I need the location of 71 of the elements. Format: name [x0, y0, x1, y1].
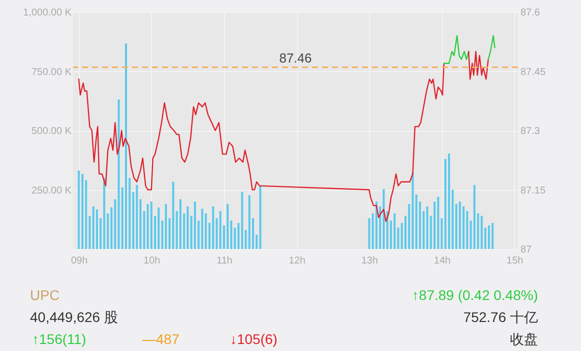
bar [96, 209, 98, 249]
x-tick-label: 15h [506, 256, 524, 266]
bar [136, 185, 138, 249]
y2-tick-label: 87.3 [520, 126, 540, 137]
bar [124, 44, 127, 249]
bar [484, 228, 486, 249]
x-tick-label: 13h [361, 256, 378, 266]
bar [179, 199, 182, 249]
bar [92, 206, 94, 249]
text: ↑156(11) [32, 331, 86, 347]
line-series [78, 62, 445, 222]
bar [375, 202, 378, 249]
bar [150, 202, 152, 249]
line-series [488, 35, 496, 60]
bar [230, 220, 232, 249]
bar [201, 208, 204, 249]
bar [488, 225, 490, 249]
bar [226, 204, 229, 249]
bar [164, 204, 167, 249]
bar [78, 170, 80, 249]
text: 40,449,626 股 [30, 309, 118, 327]
y2-tick-label: 87.15 [520, 185, 546, 196]
bar [368, 218, 370, 249]
bar [259, 186, 262, 249]
x-tick-label: 11h [216, 256, 232, 266]
bar [248, 195, 250, 249]
y2-tick-label: 87.6 [520, 8, 540, 18]
y-tick-label: 1,000.00 K [23, 8, 72, 18]
bar [212, 206, 214, 249]
bar [412, 172, 414, 249]
bar [204, 213, 207, 249]
text: 752.76 十亿 [463, 309, 538, 327]
bar [103, 178, 106, 249]
y-tick-label: 750.00 K [31, 66, 72, 78]
bar [172, 182, 174, 249]
x-tick-label: 10h [144, 256, 160, 266]
bar [158, 208, 160, 249]
text: 收盘 [510, 331, 538, 349]
bar [394, 213, 396, 249]
ref-line-label: 87.46 [279, 50, 312, 66]
bar [386, 211, 388, 249]
x-tick-label: 09h [70, 256, 88, 266]
line-series [468, 50, 489, 80]
bar [473, 185, 476, 249]
bar [492, 222, 494, 249]
bar [382, 189, 385, 249]
bar [241, 192, 244, 249]
bar [219, 211, 222, 249]
bar [415, 194, 418, 249]
bar [118, 99, 120, 249]
bar [455, 204, 458, 249]
text: ↓105(6) [230, 331, 278, 347]
bar [194, 202, 196, 249]
y-tick-label: 500.00 K [31, 126, 72, 137]
bar [426, 206, 428, 249]
text: —487 [142, 331, 180, 347]
text: UPC [30, 287, 60, 303]
bar [437, 196, 440, 249]
x-tick-label: 14h [434, 256, 451, 266]
bar [146, 204, 149, 249]
y2-tick-label: 87 [520, 244, 532, 256]
bar [448, 153, 450, 249]
bar [186, 206, 189, 249]
bar [458, 202, 461, 249]
text: ↑87.89 (0.42 0.48%) [412, 287, 538, 303]
y-tick-label: 250.00 K [31, 185, 72, 196]
y2-tick-label: 87.45 [520, 66, 546, 78]
x-tick-label: 12h [288, 256, 306, 266]
line-series [443, 35, 470, 64]
bar [81, 174, 84, 249]
bar [480, 216, 483, 249]
